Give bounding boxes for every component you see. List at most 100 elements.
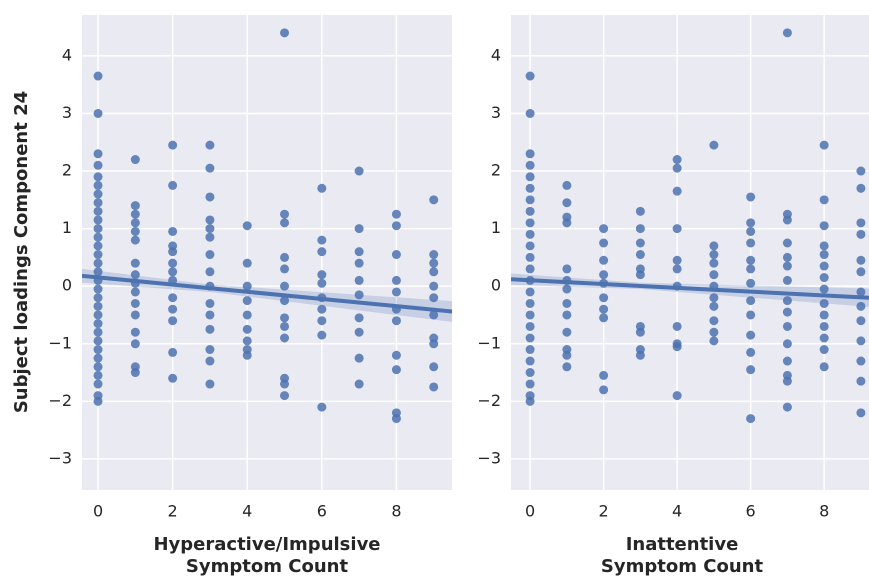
x-axis-label: Hyperactive/Impulsive (153, 534, 380, 555)
point (168, 247, 178, 257)
regression-line (511, 277, 869, 300)
point (317, 235, 327, 245)
point (205, 224, 215, 234)
point (130, 368, 140, 378)
point (205, 140, 215, 150)
point (672, 255, 682, 265)
y-tick-label: 0 (491, 276, 501, 295)
x-axis-label: Symptom Count (601, 556, 764, 577)
point (672, 163, 682, 173)
x-tick-label: 8 (391, 502, 401, 521)
point (819, 333, 829, 343)
point (130, 327, 140, 337)
point (317, 270, 327, 280)
point (746, 310, 756, 320)
point (635, 270, 645, 280)
point (782, 321, 792, 331)
point (746, 218, 756, 228)
point (93, 172, 103, 182)
point (856, 376, 866, 386)
point (130, 218, 140, 228)
point (746, 255, 756, 265)
point (130, 310, 140, 320)
point (391, 414, 401, 424)
point (280, 28, 290, 38)
point (93, 108, 103, 118)
point (93, 345, 103, 355)
point (130, 258, 140, 268)
point (562, 180, 572, 190)
point (525, 206, 535, 216)
point (525, 218, 535, 228)
point (709, 293, 719, 303)
point (525, 264, 535, 274)
point (525, 310, 535, 320)
point (93, 189, 103, 199)
point (205, 250, 215, 260)
point (782, 376, 792, 386)
point (819, 321, 829, 331)
point (205, 163, 215, 173)
point (130, 155, 140, 165)
point (562, 298, 572, 308)
point (205, 324, 215, 334)
point (93, 284, 103, 294)
point (599, 304, 609, 314)
x-tick-label: 2 (168, 502, 178, 521)
point (856, 287, 866, 297)
point (317, 304, 327, 314)
point (130, 201, 140, 211)
point (856, 166, 866, 176)
y-tick-label: 2 (491, 161, 501, 180)
point (280, 313, 290, 323)
point (525, 160, 535, 170)
point (130, 298, 140, 308)
point (599, 270, 609, 280)
point (429, 250, 439, 260)
point (242, 336, 252, 346)
point (391, 221, 401, 231)
x-axis-label: Inattentive (626, 534, 739, 555)
y-tick-label: −1 (48, 333, 72, 352)
point (856, 267, 866, 277)
point (391, 287, 401, 297)
point (354, 327, 364, 337)
point (168, 373, 178, 383)
point (93, 267, 103, 277)
point (242, 350, 252, 360)
point (782, 261, 792, 271)
point (562, 264, 572, 274)
point (93, 206, 103, 216)
point (242, 221, 252, 231)
point (168, 347, 178, 357)
point (93, 224, 103, 234)
point (429, 339, 439, 349)
point (782, 296, 792, 306)
point (93, 379, 103, 389)
point (354, 258, 364, 268)
point (354, 290, 364, 300)
point (856, 229, 866, 239)
point (391, 209, 401, 219)
point (205, 345, 215, 355)
point (746, 264, 756, 274)
point (280, 379, 290, 389)
point (525, 183, 535, 193)
point (205, 215, 215, 225)
point (746, 330, 756, 340)
point (819, 250, 829, 260)
point (429, 362, 439, 372)
point (168, 140, 178, 150)
point (525, 241, 535, 251)
point (819, 140, 829, 150)
x-tick-label: 6 (746, 502, 756, 521)
point (354, 353, 364, 363)
point (354, 379, 364, 389)
point (168, 267, 178, 277)
point (317, 402, 327, 412)
point (746, 238, 756, 248)
point (819, 273, 829, 283)
point (709, 336, 719, 346)
point (525, 172, 535, 182)
y-tick-label: 1 (491, 218, 501, 237)
